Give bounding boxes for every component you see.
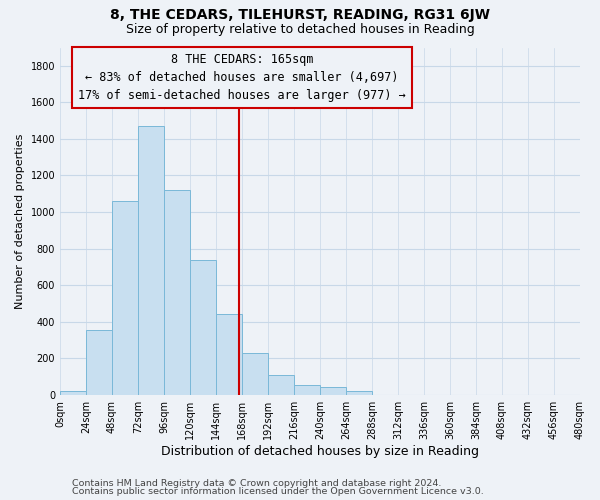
Bar — [242, 353, 268, 395]
Bar — [61, 391, 86, 395]
Text: 8, THE CEDARS, TILEHURST, READING, RG31 6JW: 8, THE CEDARS, TILEHURST, READING, RG31 … — [110, 8, 490, 22]
Bar — [216, 314, 242, 395]
Bar — [268, 374, 294, 395]
Text: Size of property relative to detached houses in Reading: Size of property relative to detached ho… — [125, 22, 475, 36]
Y-axis label: Number of detached properties: Number of detached properties — [15, 134, 25, 309]
Bar — [320, 386, 346, 395]
Bar — [138, 126, 164, 395]
Bar — [346, 391, 372, 395]
Bar — [86, 330, 112, 395]
Bar — [190, 260, 216, 395]
Bar — [294, 385, 320, 395]
X-axis label: Distribution of detached houses by size in Reading: Distribution of detached houses by size … — [161, 444, 479, 458]
Bar — [164, 190, 190, 395]
Bar — [112, 201, 138, 395]
Text: Contains HM Land Registry data © Crown copyright and database right 2024.: Contains HM Land Registry data © Crown c… — [72, 478, 442, 488]
Text: Contains public sector information licensed under the Open Government Licence v3: Contains public sector information licen… — [72, 487, 484, 496]
Text: 8 THE CEDARS: 165sqm
← 83% of detached houses are smaller (4,697)
17% of semi-de: 8 THE CEDARS: 165sqm ← 83% of detached h… — [78, 53, 406, 102]
